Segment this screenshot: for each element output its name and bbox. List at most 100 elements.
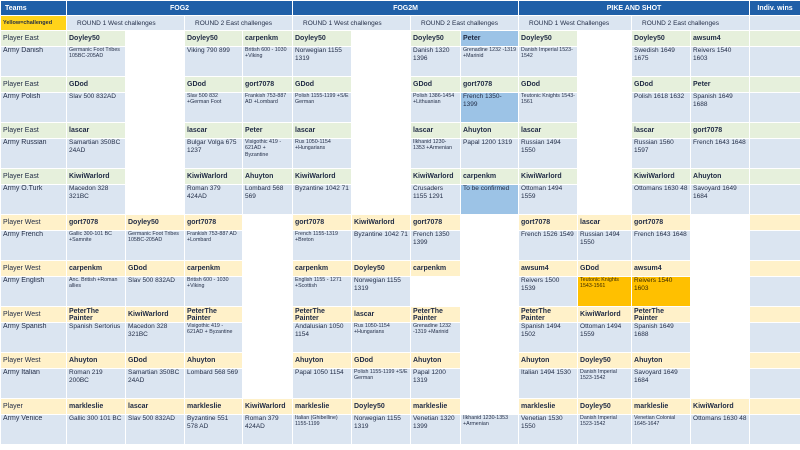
army-cell[interactable]: Ottoman 1494 1559 — [518, 184, 579, 215]
player-cell[interactable]: KiwiWarlord — [242, 398, 293, 415]
army-cell[interactable]: Grenadine 1232 -1319 +Marinid — [410, 322, 461, 353]
player-cell[interactable]: KiwiWarlord — [518, 168, 579, 185]
player-cell[interactable]: carpenkm — [459, 168, 520, 185]
player-cell[interactable] — [577, 30, 633, 47]
player-cell[interactable]: Doyley50 — [577, 352, 633, 369]
army-cell[interactable]: British 600 - 1030 +Viking — [184, 276, 243, 307]
army-cell[interactable]: Norwegian 1155 1319 — [292, 46, 352, 77]
army-cell[interactable] — [577, 184, 633, 215]
army-cell[interactable]: Slav 500 832AD — [125, 276, 185, 307]
player-cell[interactable] — [749, 306, 800, 323]
player-cell[interactable]: lascar — [292, 122, 352, 139]
player-cell[interactable]: gort7078 — [631, 214, 692, 231]
army-cell[interactable] — [749, 92, 800, 123]
army-cell[interactable]: Spanish 1649 1688 — [631, 322, 692, 353]
player-cell[interactable]: lascar — [184, 122, 243, 139]
army-cell[interactable]: Slav 500 832AD — [125, 414, 185, 445]
player-cell[interactable]: markleslie — [518, 398, 579, 415]
army-cell[interactable]: Roman 219 200BC — [66, 368, 126, 399]
army-cell[interactable] — [459, 368, 520, 399]
player-cell[interactable]: Doyley50 — [66, 30, 126, 47]
army-cell[interactable]: Savoyard 1649 1684 — [631, 368, 692, 399]
army-cell[interactable]: Samartian 350BC 24AD — [125, 368, 185, 399]
player-cell[interactable]: lascar — [66, 122, 126, 139]
army-cell[interactable] — [749, 46, 800, 77]
player-cell[interactable]: GDod — [292, 76, 352, 93]
army-cell[interactable] — [749, 276, 800, 307]
army-cell[interactable]: Spanish Sertorius — [66, 322, 126, 353]
player-cell[interactable] — [459, 306, 520, 323]
player-cell[interactable]: KiwiWarlord — [66, 168, 126, 185]
player-cell[interactable] — [690, 306, 751, 323]
player-cell[interactable] — [749, 352, 800, 369]
army-cell[interactable]: Rus 1050-1154 +Hungarians — [351, 322, 411, 353]
army-cell[interactable]: Grenadine 1232 -1319 +Marinid — [459, 46, 520, 77]
army-cell[interactable]: Samartian 350BC 24AD — [66, 138, 126, 169]
player-cell[interactable] — [125, 30, 185, 47]
player-cell[interactable]: GDod — [631, 76, 692, 93]
player-cell[interactable]: PeterThe Painter — [66, 306, 126, 323]
army-cell[interactable] — [690, 368, 751, 399]
army-cell[interactable]: Macedon 328 321BC — [66, 184, 126, 215]
player-cell[interactable]: Doyley50 — [577, 398, 633, 415]
player-cell[interactable]: gort7078 — [518, 214, 579, 231]
player-cell[interactable] — [577, 122, 633, 139]
player-cell[interactable]: KiwiWarlord — [410, 168, 461, 185]
player-cell[interactable]: Doyley50 — [518, 30, 579, 47]
army-cell[interactable]: Andalusian 1050 1154 — [292, 322, 352, 353]
army-cell[interactable]: Norwegian 1155 1319 — [351, 276, 411, 307]
player-cell[interactable]: Ahuyton — [66, 352, 126, 369]
player-cell[interactable]: GDod — [518, 76, 579, 93]
army-cell[interactable] — [242, 230, 293, 261]
army-cell[interactable]: Polish 1386-1454 +Lithuanian — [410, 92, 461, 123]
player-cell[interactable]: GDod — [125, 260, 185, 277]
player-cell[interactable]: PeterThe Painter — [184, 306, 243, 323]
player-cell[interactable]: gort7078 — [690, 122, 751, 139]
player-cell[interactable]: awsum4 — [631, 260, 692, 277]
player-cell[interactable] — [749, 122, 800, 139]
player-cell[interactable]: Doyley50 — [184, 30, 243, 47]
player-cell[interactable] — [749, 168, 800, 185]
army-cell[interactable] — [577, 46, 633, 77]
player-cell[interactable]: carpenkm — [66, 260, 126, 277]
player-cell[interactable]: PeterThe Painter — [292, 306, 352, 323]
army-cell[interactable] — [749, 184, 800, 215]
player-cell[interactable] — [690, 260, 751, 277]
army-cell[interactable] — [459, 322, 520, 353]
army-cell[interactable] — [351, 46, 411, 77]
army-cell[interactable] — [749, 138, 800, 169]
player-cell[interactable] — [459, 398, 520, 415]
army-cell[interactable]: Polish 1155-1199 +S/E German — [351, 368, 411, 399]
army-cell[interactable]: Ilkhanid 1230-1353 +Armenian — [410, 138, 461, 169]
army-cell[interactable]: Spanish 1494 1502 — [518, 322, 579, 353]
army-cell[interactable]: Danish Imperial 1523-1542 — [518, 46, 579, 77]
army-cell[interactable]: Swedish 1649 1675 — [631, 46, 692, 77]
army-cell[interactable] — [577, 138, 633, 169]
player-cell[interactable]: GDod — [66, 76, 126, 93]
army-cell[interactable] — [690, 276, 751, 307]
player-cell[interactable]: KiwiWarlord — [631, 168, 692, 185]
army-cell[interactable]: Spanish 1649 1688 — [690, 92, 751, 123]
army-cell[interactable]: Savoyard 1649 1684 — [690, 184, 751, 215]
army-cell[interactable]: French 1643 1648 — [631, 230, 692, 261]
army-cell[interactable]: Roman 379 424AD — [242, 414, 293, 445]
player-cell[interactable]: GDod — [184, 76, 243, 93]
player-cell[interactable] — [690, 352, 751, 369]
army-cell[interactable]: French 1155-1319 +Breton — [292, 230, 352, 261]
player-cell[interactable]: KiwiWarlord — [292, 168, 352, 185]
army-cell[interactable]: French 1350 1399 — [410, 230, 461, 261]
army-cell[interactable]: Venetian Colonial 1645-1647 — [631, 414, 692, 445]
player-cell[interactable] — [749, 398, 800, 415]
army-cell[interactable]: Reivers 1500 1539 — [518, 276, 579, 307]
army-cell[interactable]: Ottoman 1494 1559 — [577, 322, 633, 353]
army-cell[interactable]: Macedon 328 321BC — [125, 322, 185, 353]
player-cell[interactable] — [749, 76, 800, 93]
army-cell[interactable] — [351, 92, 411, 123]
player-cell[interactable]: PeterThe Painter — [518, 306, 579, 323]
army-cell[interactable] — [242, 322, 293, 353]
army-cell[interactable] — [351, 184, 411, 215]
army-cell[interactable]: Russian 1560 1597 — [631, 138, 692, 169]
army-cell[interactable] — [242, 368, 293, 399]
player-cell[interactable]: KiwiWarlord — [690, 398, 751, 415]
player-cell[interactable]: markleslie — [631, 398, 692, 415]
